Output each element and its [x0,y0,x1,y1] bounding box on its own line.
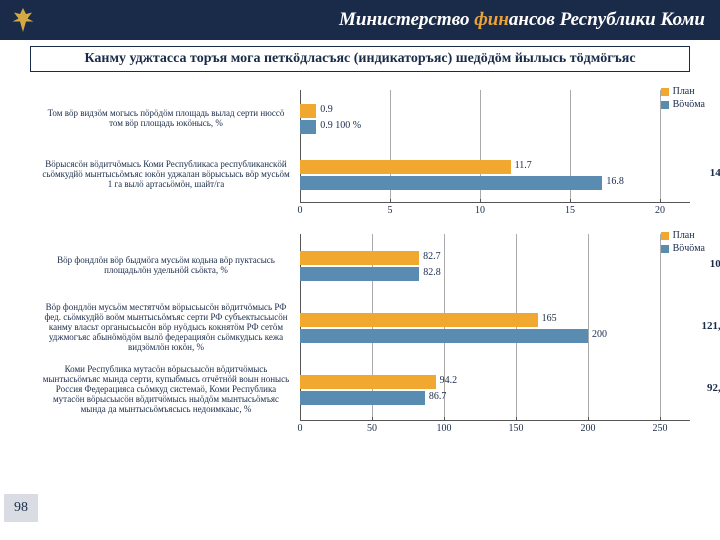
chart-row: Вӧр фондлӧн вӧр быдмӧга мусьӧм кодьна вӧ… [40,234,690,296]
header-bar: Министерство финансов Республики Коми [0,0,720,40]
axis-tick: 250 [653,423,668,434]
plan-bar [300,160,511,174]
plan-value: 11.7 [515,160,532,171]
plan-bar [300,251,419,265]
done-bar [300,391,425,405]
percent-label: 121,2 % [702,320,720,332]
percent-label: 92,0 % [707,382,720,394]
x-axis-bottom: 0 50 100 150 200 250 [300,420,690,438]
chart-bottom: План Вӧчӧма Вӧр фондлӧн вӧр быдмӧга мусь… [40,234,690,438]
title-prefix: Министерство [339,9,474,30]
axis-tick: 50 [367,423,377,434]
chart-row: Вӧр фондлӧн мусьӧм местятчӧм вӧрысьысӧн … [40,296,690,358]
done-value: 200 [592,329,607,340]
bars-container: 94.286.792,0 % [300,358,690,420]
row-label: Коми Республика мутасӧн вӧрысьысӧн вӧдит… [40,358,300,420]
plan-value: 94.2 [440,375,458,386]
plan-bar [300,104,316,118]
header-title: Министерство финансов Республики Коми [48,9,720,31]
bars-container: 165200121,2 % [300,296,690,358]
plan-bar [300,313,538,327]
emblem-icon [8,5,38,35]
done-bar [300,120,316,134]
row-label: Вӧр фондлӧн вӧр быдмӧга мусьӧм кодьна вӧ… [40,234,300,296]
axis-tick: 5 [388,205,393,216]
done-value: 82.8 [423,267,441,278]
percent-label: 100 % [710,258,720,270]
done-bar [300,267,419,281]
chart-row: Том вӧр видзӧм могысь пӧрӧдӧм площадь вы… [40,90,690,146]
done-value: 0.9 100 % [320,120,361,131]
axis-tick: 100 [437,423,452,434]
plan-bar [300,375,436,389]
chart-top: План Вӧчӧма Том вӧр видзӧм могысь пӧрӧдӧ… [40,90,690,220]
page-subtitle: Канму уджтасса торъя мога петкӧдласъяс (… [30,46,690,72]
row-label: Вӧрысясӧн вӧдитчӧмысь Коми Республикаса … [40,146,300,202]
axis-tick: 0 [298,205,303,216]
bars-container: 82.782.8100 % [300,234,690,296]
row-label: Вӧр фондлӧн мусьӧм местятчӧм вӧрысьысӧн … [40,296,300,358]
plan-value: 0.9 [320,104,333,115]
plan-value: 82.7 [423,251,441,262]
axis-tick: 0 [298,423,303,434]
done-bar [300,329,588,343]
plan-value: 165 [542,313,557,324]
done-value: 86.7 [429,391,447,402]
chart-row: Вӧрысясӧн вӧдитчӧмысь Коми Республикаса … [40,146,690,202]
done-value: 16.8 [606,176,624,187]
percent-label: 144 % [710,167,720,179]
row-label: Том вӧр видзӧм могысь пӧрӧдӧм площадь вы… [40,90,300,146]
chart-row: Коми Республика мутасӧн вӧрысьысӧн вӧдит… [40,358,690,420]
axis-tick: 10 [475,205,485,216]
title-rest: ансов Республики Коми [509,9,705,30]
page-number: 98 [4,494,38,522]
axis-tick: 20 [655,205,665,216]
axis-tick: 200 [581,423,596,434]
axis-tick: 150 [509,423,524,434]
title-accent: фин [474,9,509,30]
x-axis-top: 0 5 10 15 20 [300,202,690,220]
bars-container: 11.716.8144 % [300,146,690,202]
done-bar [300,176,602,190]
axis-tick: 15 [565,205,575,216]
bars-container: 0.9 0.9 100 % [300,90,690,146]
